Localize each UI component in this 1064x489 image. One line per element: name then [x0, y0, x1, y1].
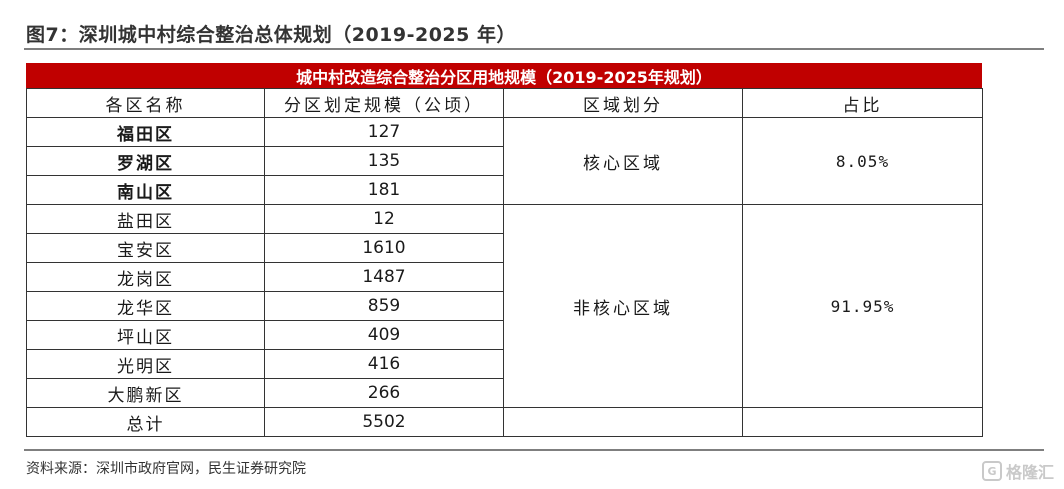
table-row: 光明区 416	[26, 349, 983, 379]
district-name: 大鹏新区	[26, 378, 265, 408]
header-share: 占比	[742, 88, 983, 118]
watermark-logo: G 格隆汇	[981, 459, 1054, 483]
region-label-noncore: 非核心区域	[503, 204, 743, 408]
table-row: 盐田区 12 非核心区域 91.95%	[26, 204, 983, 408]
district-name: 坪山区	[26, 320, 265, 350]
district-area: 1487	[264, 262, 504, 292]
district-area: 1610	[264, 233, 504, 263]
empty-cell	[503, 407, 743, 437]
district-area: 12	[264, 204, 504, 234]
table-row: 南山区 181	[26, 175, 983, 205]
table-row: 坪山区 409	[26, 320, 983, 350]
district-area: 859	[264, 291, 504, 321]
header-region: 区域划分	[503, 88, 743, 118]
table-row: 宝安区 1610	[26, 233, 983, 263]
total-value: 5502	[264, 407, 504, 437]
share-noncore: 91.95%	[742, 204, 983, 408]
district-name: 福田区	[26, 117, 265, 147]
district-area: 127	[264, 117, 504, 147]
table-header-row: 各区名称 分区划定规模（公顷） 区域划分 占比	[26, 88, 983, 118]
header-area: 分区划定规模（公顷）	[264, 88, 504, 118]
table-row: 罗湖区 135	[26, 146, 983, 176]
district-name: 光明区	[26, 349, 265, 379]
region-label-core: 核心区域	[503, 117, 743, 205]
bottom-divider	[24, 449, 1044, 451]
source-note: 资料来源：深圳市政府官网，民生证券研究院	[26, 461, 306, 477]
figure-title: 图7：深圳城中村综合整治总体规划（2019-2025 年）	[26, 24, 516, 46]
empty-cell	[742, 407, 983, 437]
table-banner: 城中村改造综合整治分区用地规模（2019-2025年规划）	[26, 63, 982, 88]
watermark-text: 格隆汇	[1005, 463, 1054, 482]
district-area: 416	[264, 349, 504, 379]
table-row: 福田区 127 核心区域 8.05%	[26, 117, 983, 205]
table-total-row: 总计 5502	[26, 407, 983, 437]
header-district: 各区名称	[26, 88, 265, 118]
district-name: 宝安区	[26, 233, 265, 263]
district-area: 135	[264, 146, 504, 176]
district-area: 266	[264, 378, 504, 408]
district-name: 龙华区	[26, 291, 265, 321]
data-table-container: 城中村改造综合整治分区用地规模（2019-2025年规划） 各区名称 分区划定规…	[26, 63, 983, 437]
table-row: 大鹏新区 266	[26, 378, 983, 408]
district-area: 409	[264, 320, 504, 350]
data-table: 各区名称 分区划定规模（公顷） 区域划分 占比 福田区 127 核心区域 8.0…	[26, 88, 983, 437]
share-core: 8.05%	[742, 117, 983, 205]
district-name: 罗湖区	[26, 146, 265, 176]
district-name: 盐田区	[26, 204, 265, 234]
logo-g-icon: G	[981, 461, 1002, 481]
total-label: 总计	[26, 407, 265, 437]
top-divider	[24, 48, 1044, 50]
district-name: 南山区	[26, 175, 265, 205]
table-row: 龙岗区 1487	[26, 262, 983, 292]
district-name: 龙岗区	[26, 262, 265, 292]
district-area: 181	[264, 175, 504, 205]
table-row: 龙华区 859	[26, 291, 983, 321]
